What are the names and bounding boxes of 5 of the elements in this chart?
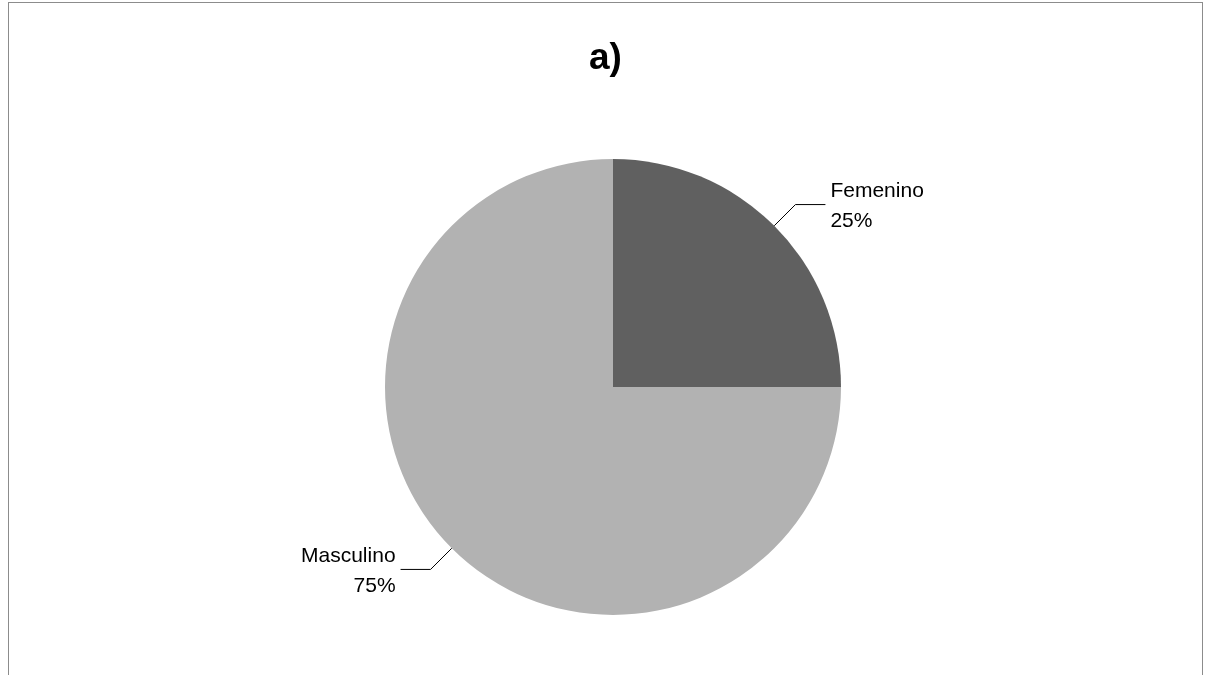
chart-title: a) <box>589 36 622 77</box>
slice-label: Femenino <box>830 178 924 202</box>
data-label: 75% <box>353 572 396 596</box>
data-label: 25% <box>830 208 873 232</box>
slice-label: Masculino <box>301 542 396 566</box>
